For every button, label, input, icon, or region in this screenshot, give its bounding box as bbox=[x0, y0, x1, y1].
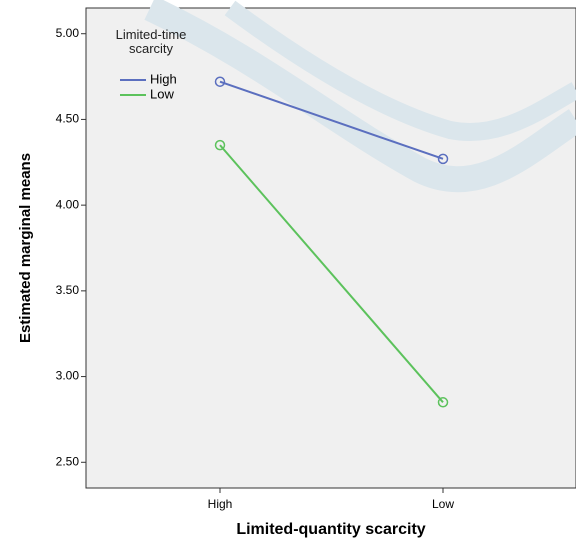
legend-label: High bbox=[150, 71, 177, 86]
y-tick-label: 5.00 bbox=[56, 26, 80, 40]
legend-label: Low bbox=[150, 86, 174, 101]
y-tick-label: 4.50 bbox=[56, 112, 80, 126]
x-tick-label: High bbox=[208, 497, 233, 511]
chart-wrap: Estimated marginal means Limited-quantit… bbox=[0, 0, 576, 541]
y-tick-label: 4.00 bbox=[56, 197, 80, 211]
y-axis-label: Estimated marginal means bbox=[17, 153, 34, 343]
y-tick-label: 3.00 bbox=[56, 369, 80, 383]
y-tick-label: 2.50 bbox=[56, 454, 80, 468]
legend-title: Limited-time scarcity bbox=[96, 28, 206, 56]
x-tick-label: Low bbox=[432, 497, 454, 511]
chart: Estimated marginal means Limited-quantit… bbox=[0, 0, 576, 541]
x-axis-label: Limited-quantity scarcity bbox=[236, 521, 425, 538]
y-tick-label: 3.50 bbox=[56, 283, 80, 297]
